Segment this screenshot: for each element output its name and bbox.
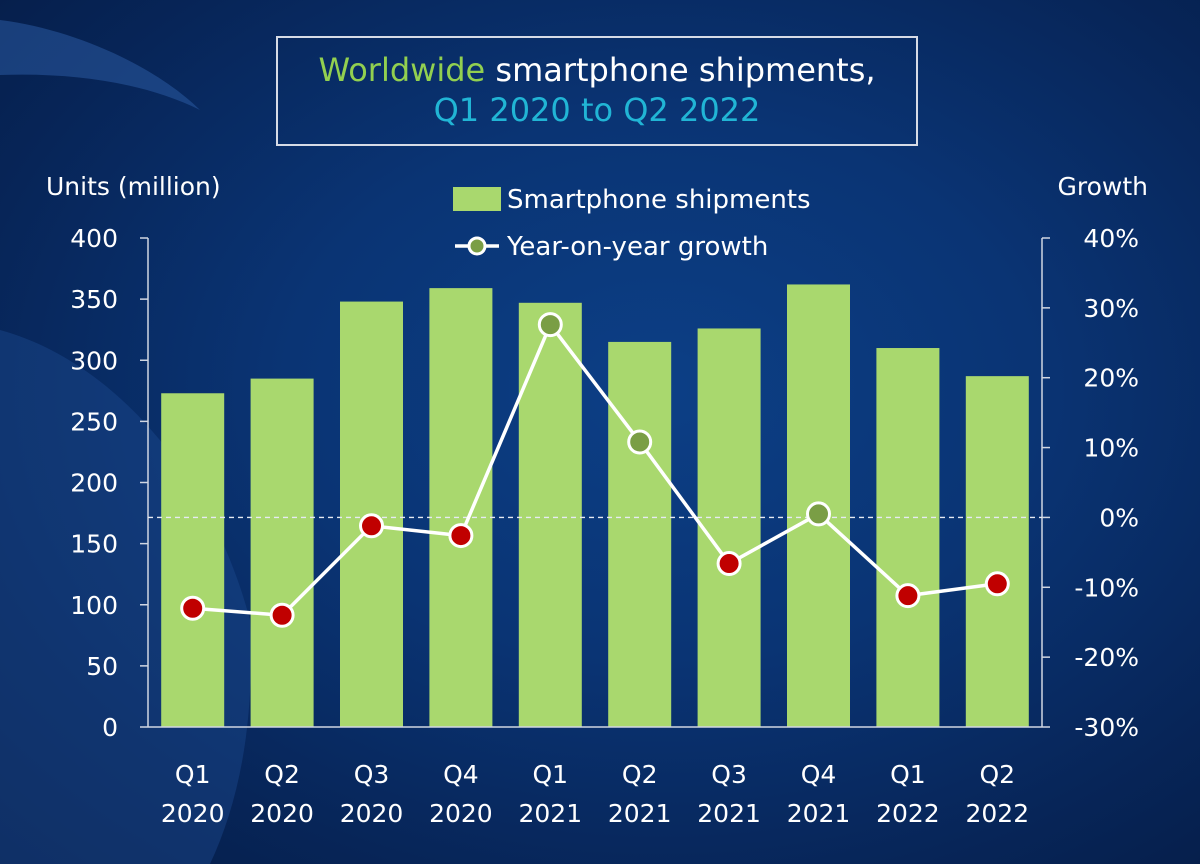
growth-point-4	[537, 312, 563, 338]
bar-0	[161, 393, 225, 727]
x-tick-label-quarter: Q3	[711, 760, 747, 789]
y-axis-title-right: Growth	[1058, 172, 1149, 201]
left-tick-label: 250	[70, 407, 118, 436]
growth-point-5	[627, 429, 653, 455]
right-tick-label: 30%	[1083, 294, 1139, 323]
legend-label-growth: Year-on-year growth	[506, 232, 768, 262]
x-tick-label-quarter: Q2	[622, 760, 658, 789]
growth-point-6	[716, 551, 742, 577]
right-tick-label: 0%	[1099, 503, 1139, 532]
left-tick-label: 0	[102, 713, 118, 742]
x-tick-label-year: 2022	[876, 799, 940, 828]
x-tick-label-year: 2021	[518, 799, 582, 828]
bar-9	[965, 376, 1029, 727]
right-tick-label: 40%	[1083, 224, 1139, 253]
x-tick-label-year: 2021	[787, 799, 851, 828]
growth-point-9	[984, 571, 1010, 597]
x-tick-label-quarter: Q4	[801, 760, 837, 789]
growth-point-3	[448, 523, 474, 549]
growth-point-7	[806, 501, 831, 527]
x-tick-label-quarter: Q1	[890, 760, 926, 789]
bar-3	[429, 288, 493, 727]
chart-title-rest: smartphone shipments,	[495, 51, 876, 89]
growth-point-8	[895, 583, 921, 609]
growth-point-0	[180, 595, 206, 621]
growth-point-2	[359, 513, 384, 539]
bar-5	[608, 341, 672, 727]
left-tick-label: 100	[70, 591, 118, 620]
chart-subtitle: Q1 2020 to Q2 2022	[433, 91, 761, 129]
x-tick-label-quarter: Q4	[443, 760, 479, 789]
x-tick-label-quarter: Q1	[533, 760, 569, 789]
left-tick-label: 300	[70, 346, 118, 375]
legend-bar-swatch	[453, 187, 501, 211]
left-tick-label: 50	[86, 652, 118, 681]
x-tick-label-year: 2021	[608, 799, 672, 828]
x-tick-label-quarter: Q3	[354, 760, 390, 789]
legend-label-shipments: Smartphone shipments	[507, 185, 811, 215]
bar-1	[250, 378, 314, 727]
x-tick-label-year: 2020	[250, 799, 314, 828]
chart-title: Worldwide smartphone shipments,	[278, 50, 916, 90]
chart-title-box: Worldwide smartphone shipments, Q1 2020 …	[276, 36, 918, 146]
right-tick-label: -30%	[1074, 713, 1139, 742]
x-tick-label-quarter: Q1	[175, 760, 211, 789]
left-tick-label: 400	[70, 224, 118, 253]
left-tick-label: 150	[70, 530, 118, 559]
bar-8	[876, 348, 940, 727]
y-axis-title-left: Units (million)	[46, 172, 221, 201]
x-tick-label-year: 2020	[429, 799, 493, 828]
right-tick-label: -20%	[1074, 643, 1139, 672]
x-tick-label-year: 2021	[697, 799, 761, 828]
bar-4	[518, 302, 582, 727]
right-tick-label: -10%	[1074, 573, 1139, 602]
x-tick-label-quarter: Q2	[264, 760, 300, 789]
growth-line	[192, 322, 998, 617]
x-tick-label-year: 2022	[965, 799, 1029, 828]
bar-6	[697, 328, 761, 727]
x-tick-label-year: 2020	[340, 799, 404, 828]
left-tick-label: 350	[70, 285, 118, 314]
growth-point-1	[269, 602, 295, 628]
right-tick-label: 20%	[1083, 364, 1139, 393]
legend-marker-swatch	[467, 236, 487, 256]
right-tick-label: 10%	[1083, 434, 1139, 463]
x-tick-label-quarter: Q2	[980, 760, 1016, 789]
x-tick-label-year: 2020	[161, 799, 225, 828]
chart-title-highlight: Worldwide	[318, 51, 486, 89]
left-tick-label: 200	[70, 469, 118, 498]
